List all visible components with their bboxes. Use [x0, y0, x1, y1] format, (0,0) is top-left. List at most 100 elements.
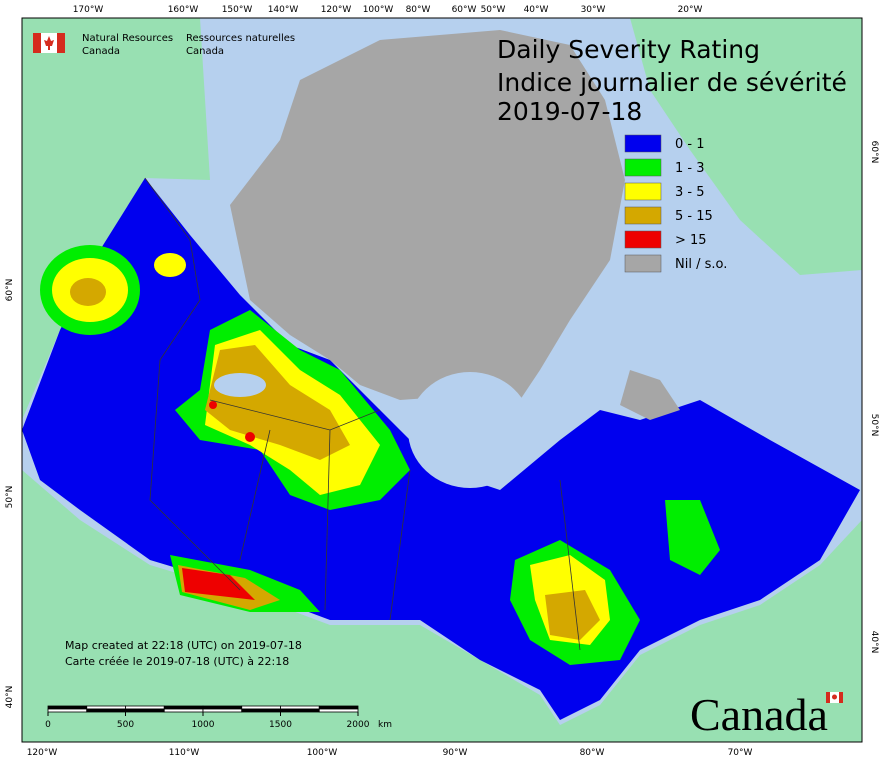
- scale-label: 1500: [269, 720, 292, 730]
- scale-label: 500: [117, 720, 134, 730]
- fire-alaska-peak: [70, 278, 106, 306]
- flag-bar: [839, 692, 843, 703]
- greenland: [630, 18, 862, 275]
- latitude-label: 40°N: [5, 686, 15, 709]
- agency-en: Canada: [82, 46, 120, 57]
- scale-segment: [241, 705, 281, 710]
- border: [144, 177, 201, 361]
- scale-segment: [280, 708, 320, 713]
- longitude-label: 140°W: [268, 5, 299, 15]
- great-slave-lake: [214, 373, 266, 397]
- legend-label: Nil / s.o.: [675, 257, 727, 272]
- border: [559, 479, 581, 651]
- title: Daily Severity Rating: [497, 35, 760, 64]
- scale-segment: [125, 705, 165, 710]
- longitude-label: 110°W: [169, 748, 200, 758]
- agency-en: Natural Resources: [82, 33, 173, 44]
- maple-leaf: [832, 694, 837, 700]
- latitude-label: 60°N: [869, 141, 879, 164]
- wordmark: Canada: [690, 689, 843, 740]
- longitude-label: 170°W: [73, 5, 104, 15]
- scale-segment: [280, 705, 320, 710]
- longitude-label: 100°W: [307, 748, 338, 758]
- legend-swatch: [624, 134, 662, 153]
- border: [324, 429, 331, 611]
- longitude-label: 150°W: [222, 5, 253, 15]
- legend-label: 5 - 15: [675, 209, 713, 224]
- longitude-label: 30°W: [581, 5, 606, 15]
- latitude-label: 40°N: [869, 631, 879, 654]
- longitude-label: 40°W: [524, 5, 549, 15]
- fire-bc-red: [182, 568, 255, 600]
- latitude-label: 60°N: [5, 279, 15, 302]
- scale-segment: [163, 705, 204, 710]
- legend-swatch: [624, 206, 662, 225]
- legend-swatch: [624, 182, 662, 201]
- scale-segment: [125, 708, 165, 713]
- fire-red: [209, 401, 217, 409]
- longitude-label: 50°W: [481, 5, 506, 15]
- longitude-label: 120°W: [321, 5, 352, 15]
- fire-on-orange: [545, 590, 600, 640]
- title: 2019-07-18: [497, 97, 642, 126]
- scale-segment: [241, 708, 281, 713]
- scale-segment: [202, 705, 243, 710]
- border: [239, 429, 271, 561]
- scale-label: 2000: [347, 720, 370, 730]
- scale-segment: [318, 705, 359, 710]
- scale-segment: [318, 708, 359, 713]
- agency-fr: Ressources naturelles: [186, 33, 295, 44]
- longitude-label: 20°W: [678, 5, 703, 15]
- longitude-label: 70°W: [728, 748, 753, 758]
- province-borders: [144, 177, 581, 651]
- hudson-bay: [408, 372, 532, 488]
- latitude-label: 50°N: [5, 486, 15, 509]
- note: Map created at 22:18 (UTC) on 2019-07-18: [65, 639, 302, 652]
- title: Indice journalier de sévérité: [497, 68, 847, 97]
- arctic-no-data: [230, 30, 625, 400]
- legend-swatch: [624, 230, 662, 249]
- flag-bar: [33, 33, 41, 53]
- canada-wordmark: Canada: [690, 689, 828, 740]
- canada-mainland: [22, 178, 860, 720]
- latitude-label: 50°N: [869, 414, 879, 437]
- scale-unit: km: [378, 720, 392, 730]
- legend-swatch: [624, 254, 662, 273]
- longitude-label: 80°W: [580, 748, 605, 758]
- longitude-label: 90°W: [443, 748, 468, 758]
- longitude-label: 160°W: [168, 5, 199, 15]
- nrcan-logo: [33, 33, 65, 53]
- longitude-label: 100°W: [363, 5, 394, 15]
- scale-segment: [86, 708, 126, 713]
- fire-red: [245, 432, 255, 442]
- maple-leaf: [44, 36, 54, 50]
- fire-qc-green: [665, 500, 720, 575]
- map-frame: [21, 17, 863, 743]
- legend-label: 3 - 5: [675, 185, 705, 200]
- flag-bar: [826, 692, 830, 703]
- scale-segment: [47, 705, 88, 710]
- scale-segment: [86, 705, 126, 710]
- legend-label: > 15: [675, 233, 707, 248]
- scale-label: 1000: [192, 720, 215, 730]
- longitude-label: 120°W: [27, 748, 58, 758]
- agency-fr: Canada: [186, 46, 224, 57]
- usa: [22, 470, 862, 742]
- labrador-no-data: [620, 370, 680, 420]
- border: [389, 469, 411, 621]
- longitude-label: 80°W: [406, 5, 431, 15]
- legend-label: 1 - 3: [675, 161, 705, 176]
- scale-segment: [163, 708, 204, 713]
- note: Carte créée le 2019-07-18 (UTC) à 22:18: [65, 655, 289, 668]
- alaska: [22, 18, 210, 420]
- scale-segment: [47, 708, 88, 713]
- legend-label: 0 - 1: [675, 137, 705, 152]
- fire-yukon: [154, 253, 186, 277]
- scale-label: 0: [45, 720, 51, 730]
- longitude-label: 60°W: [452, 5, 477, 15]
- scale-segment: [202, 708, 243, 713]
- legend-swatch: [624, 158, 662, 177]
- flag-bar: [57, 33, 65, 53]
- border: [149, 359, 241, 591]
